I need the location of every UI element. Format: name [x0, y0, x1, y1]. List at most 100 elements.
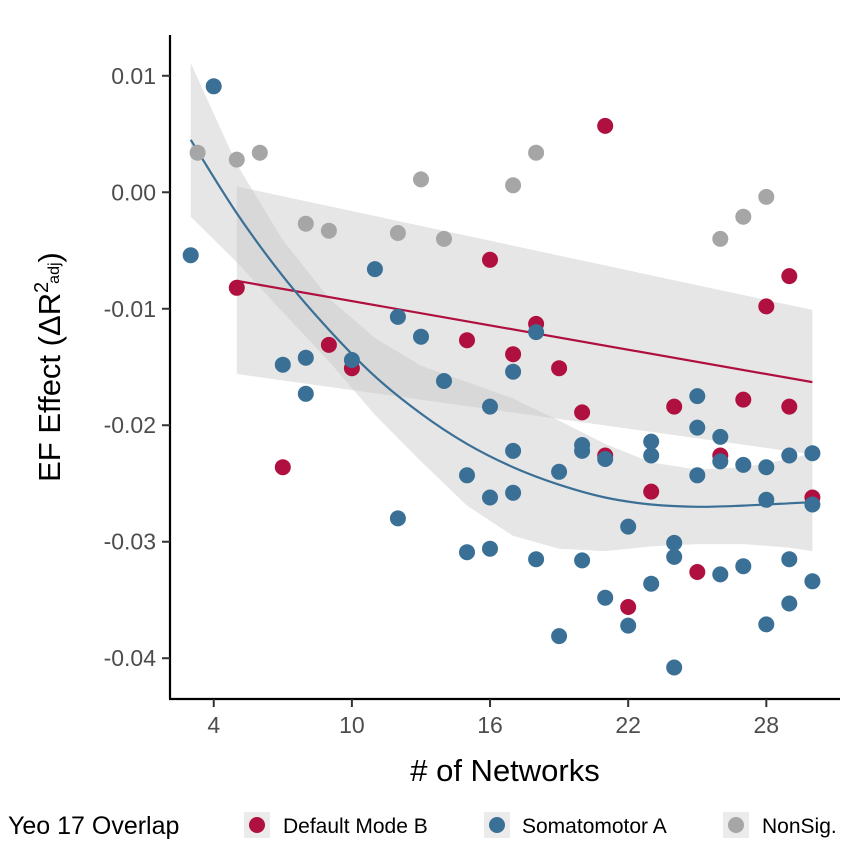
x-tick-label: 4 [207, 712, 220, 738]
legend-label-nonsig: NonSig. [762, 815, 837, 838]
data-point-somatomotor-a [366, 261, 383, 278]
legend-label-default-mode-b: Default Mode B [283, 815, 428, 838]
data-point-somatomotor-a [459, 544, 475, 561]
y-tick-label: -0.04 [104, 645, 157, 671]
data-point-nonsig [251, 144, 268, 161]
x-tick-label: 10 [339, 712, 365, 738]
data-point-default-mode-b [274, 459, 291, 476]
data-point-somatomotor-a [758, 616, 775, 633]
data-point-somatomotor-a [689, 467, 706, 484]
data-point-somatomotor-a [551, 628, 568, 645]
data-points [182, 78, 821, 676]
fit-line-default-mode-b [236, 279, 813, 384]
data-point-nonsig [528, 144, 545, 161]
data-point-nonsig [505, 177, 522, 194]
data-point-somatomotor-a [482, 398, 498, 415]
data-point-somatomotor-a [712, 453, 729, 470]
data-point-somatomotor-a [597, 451, 614, 467]
y-tick-label: 0.01 [111, 63, 156, 89]
data-point-default-mode-b [228, 279, 245, 296]
data-point-somatomotor-a [297, 385, 314, 402]
fit-lines [189, 139, 813, 508]
data-point-somatomotor-a [804, 496, 821, 513]
legend-key-nonsig [728, 817, 744, 833]
legend: Yeo 17 Overlap Default Mode B Somatomoto… [8, 812, 837, 840]
legend-key-default-mode-b [249, 817, 265, 833]
data-point-nonsig [436, 230, 452, 247]
ci-band-default-mode-b [236, 186, 813, 455]
legend-key-somatomotor-a [489, 817, 505, 833]
y-tick-label: -0.02 [104, 412, 156, 438]
ci-band-somatomotor-a [190, 63, 813, 552]
x-tick-label: 22 [615, 712, 641, 738]
x-ticks: 4 10 16 22 28 [207, 699, 779, 738]
data-point-default-mode-b [482, 251, 498, 268]
data-point-somatomotor-a [574, 552, 591, 569]
x-axis-title: # of Networks [410, 753, 600, 788]
data-point-default-mode-b [758, 298, 775, 315]
x-tick-label: 28 [754, 712, 780, 738]
data-point-somatomotor-a [735, 456, 752, 473]
data-point-somatomotor-a [389, 510, 406, 527]
data-point-nonsig [758, 188, 775, 205]
data-point-somatomotor-a [758, 491, 775, 508]
data-point-somatomotor-a [482, 489, 498, 506]
data-point-somatomotor-a [343, 352, 360, 368]
data-point-somatomotor-a [712, 566, 729, 583]
data-point-default-mode-b [781, 268, 798, 285]
data-point-default-mode-b [459, 332, 475, 349]
data-point-somatomotor-a [804, 573, 821, 590]
data-point-somatomotor-a [505, 442, 522, 459]
data-point-somatomotor-a [735, 558, 752, 575]
data-point-nonsig [297, 215, 314, 232]
data-point-somatomotor-a [689, 419, 706, 436]
y-axis-title-sub: adj [46, 262, 63, 283]
data-point-somatomotor-a [597, 589, 614, 606]
data-point-default-mode-b [551, 360, 568, 377]
y-ticks: 0.01 0.00 -0.01 -0.02 -0.03 -0.04 [104, 63, 170, 671]
data-point-somatomotor-a [482, 540, 498, 557]
data-point-somatomotor-a [574, 442, 591, 459]
y-tick-label: -0.03 [104, 529, 156, 555]
data-point-nonsig [320, 222, 337, 239]
y-axis-title-sup: 2 [31, 282, 53, 293]
data-point-somatomotor-a [528, 551, 545, 568]
y-axis-title-close: ) [32, 252, 67, 262]
data-point-somatomotor-a [505, 484, 522, 501]
fit-line-somatomotor-a [189, 139, 813, 508]
data-point-somatomotor-a [459, 467, 475, 484]
data-point-default-mode-b [320, 336, 337, 353]
data-point-somatomotor-a [551, 463, 568, 480]
y-axis-title: EF Effect (ΔR2adj) [31, 252, 67, 482]
legend-label-somatomotor-a: Somatomotor A [522, 815, 667, 838]
data-point-nonsig [413, 171, 429, 188]
data-point-somatomotor-a [205, 78, 222, 95]
data-point-somatomotor-a [182, 247, 199, 264]
data-point-somatomotor-a [620, 518, 637, 535]
data-point-default-mode-b [597, 117, 614, 134]
data-point-somatomotor-a [528, 324, 545, 341]
y-axis-title-main: EF Effect (ΔR [32, 293, 67, 482]
data-point-default-mode-b [735, 391, 752, 408]
data-point-nonsig [228, 151, 245, 168]
data-point-default-mode-b [505, 346, 522, 363]
data-point-somatomotor-a [413, 328, 429, 345]
data-point-default-mode-b [689, 564, 706, 580]
data-point-somatomotor-a [505, 363, 522, 380]
y-tick-label: 0.00 [111, 179, 156, 205]
x-tick-label: 16 [477, 712, 503, 738]
data-point-nonsig [189, 144, 206, 161]
data-point-somatomotor-a [781, 447, 798, 464]
data-point-somatomotor-a [620, 617, 637, 634]
data-point-somatomotor-a [712, 428, 729, 445]
data-point-somatomotor-a [274, 356, 291, 373]
data-point-somatomotor-a [689, 388, 706, 405]
data-point-somatomotor-a [436, 373, 452, 389]
data-point-nonsig [389, 225, 406, 241]
data-point-somatomotor-a [643, 433, 660, 450]
data-point-somatomotor-a [643, 575, 660, 592]
data-point-default-mode-b [574, 404, 591, 421]
data-point-somatomotor-a [297, 349, 314, 366]
data-point-somatomotor-a [666, 534, 683, 551]
data-point-nonsig [735, 208, 752, 225]
